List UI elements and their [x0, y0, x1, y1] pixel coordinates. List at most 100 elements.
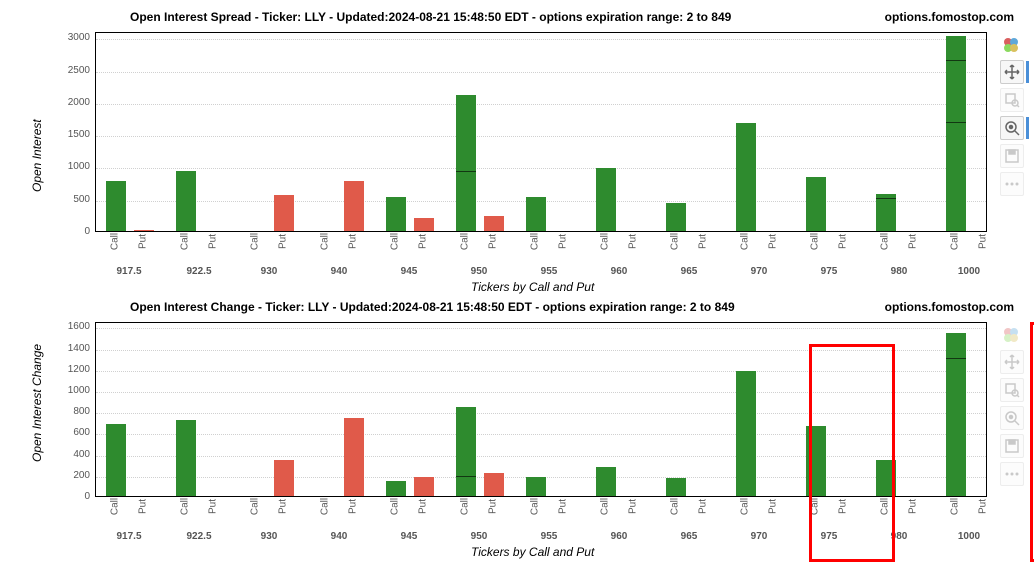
y-tick-label: 500 [50, 194, 90, 205]
gridline [96, 168, 986, 169]
bar-put[interactable] [344, 418, 364, 496]
bar-put[interactable] [274, 460, 294, 496]
bar-call[interactable] [806, 177, 826, 231]
bar-call[interactable] [526, 477, 546, 496]
gridline [96, 136, 986, 137]
x-subtick-put: Put [978, 497, 989, 517]
y-tick-label: 1000 [50, 385, 90, 396]
y-tick-label: 1500 [50, 129, 90, 140]
bar-call[interactable] [666, 478, 686, 496]
pan-icon[interactable] [1000, 60, 1024, 84]
bar-put[interactable] [274, 195, 294, 231]
x-group-label: 965 [667, 266, 711, 277]
gridline [96, 328, 986, 329]
bar-call[interactable] [106, 181, 126, 231]
x-subtick-put: Put [698, 497, 709, 517]
bokeh-logo-icon[interactable] [1000, 324, 1022, 346]
x-subtick-put: Put [278, 497, 289, 517]
bar-put[interactable] [414, 218, 434, 231]
chart-title: Open Interest Change - Ticker: LLY - Upd… [130, 300, 735, 314]
wheel-zoom-icon[interactable] [1000, 116, 1024, 140]
x-group-label: 922.5 [177, 266, 221, 277]
chart-title-row: Open Interest Spread - Ticker: LLY - Upd… [0, 10, 1034, 30]
x-group-label: 960 [597, 266, 641, 277]
bar-call[interactable] [386, 197, 406, 231]
bokeh-logo-icon[interactable] [1000, 34, 1022, 56]
x-subtick-call: Call [460, 232, 471, 252]
bar-call[interactable] [106, 424, 126, 496]
x-group-label: 965 [667, 531, 711, 542]
y-axis-ticks: 050010001500200025003000 [40, 32, 90, 232]
x-group-label: 950 [457, 531, 501, 542]
box-zoom-icon[interactable] [1000, 378, 1024, 402]
bar-call[interactable] [736, 371, 756, 496]
x-subtick-put: Put [348, 232, 359, 252]
x-group-label: 1000 [947, 266, 991, 277]
x-subtick-put: Put [208, 232, 219, 252]
y-tick-label: 200 [50, 470, 90, 481]
bar-call[interactable] [456, 95, 476, 231]
y-tick-label: 1600 [50, 321, 90, 332]
x-subtick-put: Put [278, 232, 289, 252]
x-subtick-call: Call [460, 497, 471, 517]
x-subtick-call: Call [740, 497, 751, 517]
chart-title-row: Open Interest Change - Ticker: LLY - Upd… [0, 300, 1034, 320]
x-subtick-put: Put [628, 232, 639, 252]
bar-call[interactable] [736, 123, 756, 231]
plot-area[interactable] [95, 32, 987, 232]
bar-call[interactable] [386, 481, 406, 496]
bar-put[interactable] [414, 477, 434, 496]
x-subtick-call: Call [320, 497, 331, 517]
x-subtick-call: Call [180, 232, 191, 252]
x-subtick-call: Call [880, 232, 891, 252]
bar-call[interactable] [666, 203, 686, 231]
bar-call[interactable] [176, 171, 196, 231]
bar-put[interactable] [484, 216, 504, 231]
x-group-label: 955 [527, 266, 571, 277]
y-tick-label: 0 [50, 491, 90, 502]
x-subtick-put: Put [488, 497, 499, 517]
bar-put[interactable] [344, 181, 364, 231]
pan-icon[interactable] [1000, 350, 1024, 374]
x-subtick-call: Call [110, 497, 121, 517]
x-subtick-put: Put [488, 232, 499, 252]
x-group-label: 975 [807, 266, 851, 277]
x-subtick-call: Call [950, 232, 961, 252]
x-group-label: 917.5 [107, 531, 151, 542]
x-subtick-call: Call [670, 497, 681, 517]
x-subtick-put: Put [138, 497, 149, 517]
chart-toolbar [1000, 324, 1026, 490]
x-axis-label: Tickers by Call and Put [471, 280, 594, 294]
bar-call[interactable] [946, 36, 966, 231]
x-subtick-put: Put [348, 497, 359, 517]
x-subtick-call: Call [390, 232, 401, 252]
wheel-zoom-icon[interactable] [1000, 406, 1024, 430]
bar-call[interactable] [526, 197, 546, 231]
bar-put[interactable] [484, 473, 504, 496]
y-tick-label: 800 [50, 406, 90, 417]
x-subtick-call: Call [600, 232, 611, 252]
save-icon[interactable] [1000, 144, 1024, 168]
bar-call[interactable] [946, 333, 966, 496]
more-icon[interactable] [1000, 172, 1024, 196]
x-group-label: 1000 [947, 531, 991, 542]
x-subtick-call: Call [670, 232, 681, 252]
highlight-box [1030, 322, 1034, 562]
x-group-label: 945 [387, 531, 431, 542]
save-icon[interactable] [1000, 434, 1024, 458]
x-subtick-call: Call [740, 232, 751, 252]
bar-call[interactable] [456, 407, 476, 496]
bar-call[interactable] [876, 194, 896, 231]
bar-call[interactable] [596, 467, 616, 496]
chart-panel-spread: Open Interest Spread - Ticker: LLY - Upd… [0, 10, 1034, 280]
x-subtick-put: Put [558, 497, 569, 517]
bar-call[interactable] [596, 168, 616, 231]
box-zoom-icon[interactable] [1000, 88, 1024, 112]
more-icon[interactable] [1000, 462, 1024, 486]
x-subtick-call: Call [810, 232, 821, 252]
gridline [96, 104, 986, 105]
x-subtick-put: Put [908, 232, 919, 252]
x-subtick-call: Call [110, 232, 121, 252]
bar-call[interactable] [176, 420, 196, 496]
y-tick-label: 3000 [50, 32, 90, 43]
